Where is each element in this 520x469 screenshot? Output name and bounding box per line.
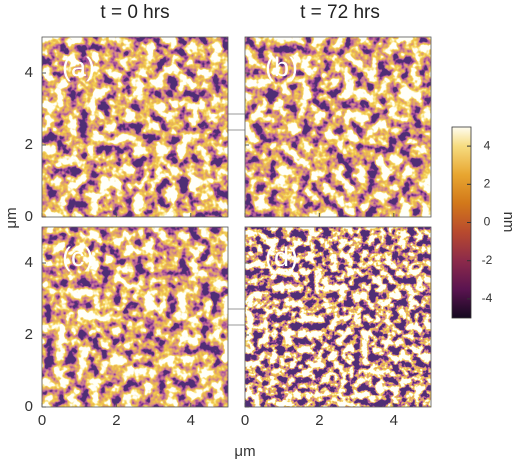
y-axis-label: μm [3, 207, 20, 228]
afm-image [245, 37, 431, 217]
panel-frame [244, 226, 432, 408]
x-tick-label: 2 [112, 412, 120, 429]
panel-frame [244, 36, 432, 218]
column-title: t = 0 hrs [100, 2, 169, 23]
y-tick-label: 0 [25, 398, 33, 415]
panel-label: (b) [265, 52, 298, 82]
x-tick-label: 0 [38, 412, 46, 429]
y-tick-label: 4 [25, 64, 33, 81]
colorbar-label: nm [500, 212, 517, 233]
column-title: t = 72 hrs [300, 2, 380, 23]
colorbar-tick-label: 2 [484, 176, 491, 190]
x-axis-label: μm [234, 443, 255, 460]
colorbar-tick-label: -4 [482, 291, 493, 305]
x-tick-label: 0 [241, 412, 249, 429]
panel-label: (c) [62, 242, 93, 272]
panel-frame [41, 226, 229, 408]
y-tick-label: 2 [25, 136, 33, 153]
panel-label: (a) [62, 52, 95, 82]
y-tick-label: 2 [25, 326, 33, 343]
panel-frame [41, 36, 229, 218]
panel-label: (d) [265, 242, 298, 272]
x-tick-label: 2 [315, 412, 323, 429]
x-tick-label: 4 [390, 412, 398, 429]
y-tick-label: 4 [25, 254, 33, 271]
y-tick-label: 0 [25, 208, 33, 225]
colorbar-tick-label: 4 [484, 138, 491, 152]
colorbar-tick-label: -2 [482, 253, 493, 267]
afm-image [42, 227, 228, 407]
afm-image [245, 227, 431, 407]
x-tick-label: 4 [187, 412, 195, 429]
afm-image [42, 37, 228, 217]
colorbar-tick-label: 0 [484, 215, 491, 229]
